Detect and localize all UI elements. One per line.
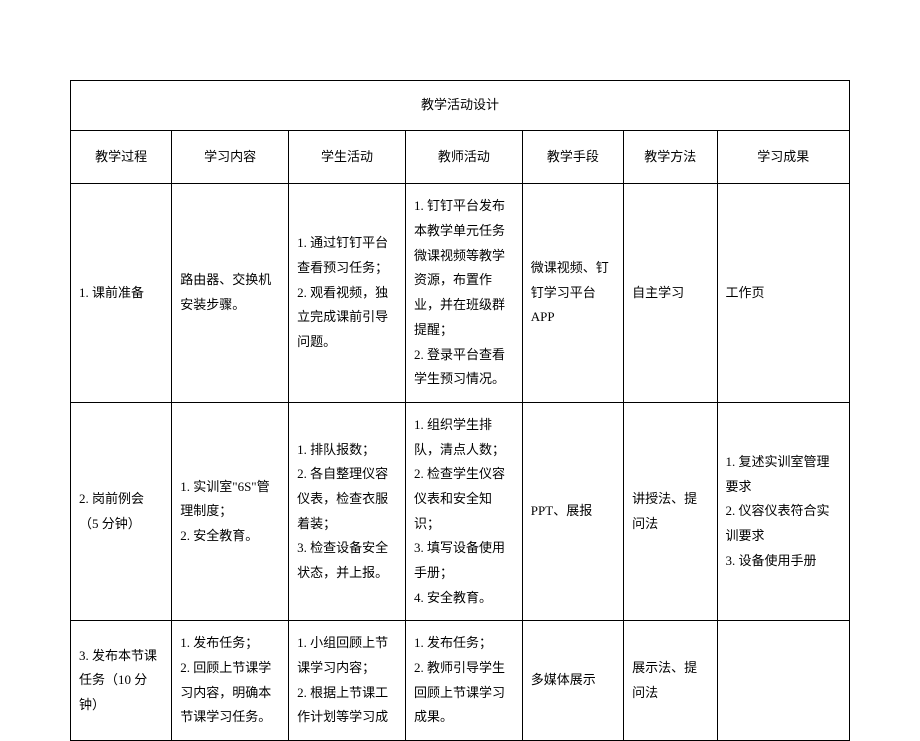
cell-means: 微课视频、钉钉学习平台 APP xyxy=(522,184,623,403)
cell-outcome: 1. 复述实训室管理要求2. 仪容仪表符合实训要求3. 设备使用手册 xyxy=(717,402,849,621)
cell-process: 1. 课前准备 xyxy=(71,184,172,403)
table-row: 1. 课前准备 路由器、交换机安装步骤。 1. 通过钉钉平台查看预习任务；2. … xyxy=(71,184,850,403)
cell-teacher: 1. 组织学生排队，清点人数；2. 检查学生仪容仪表和安全知识；3. 填写设备使… xyxy=(405,402,522,621)
cell-outcome xyxy=(717,621,849,741)
cell-student: 1. 通过钉钉平台查看预习任务；2. 观看视频，独立完成课前引导问题。 xyxy=(289,184,406,403)
cell-method: 展示法、提问法 xyxy=(624,621,717,741)
cell-teacher: 1. 钉钉平台发布本教学单元任务微课视频等教学资源，布置作业，并在班级群提醒；2… xyxy=(405,184,522,403)
cell-method: 讲授法、提问法 xyxy=(624,402,717,621)
header-student: 学生活动 xyxy=(289,130,406,184)
cell-means: PPT、展报 xyxy=(522,402,623,621)
header-teacher: 教师活动 xyxy=(405,130,522,184)
cell-teacher: 1. 发布任务；2. 教师引导学生回顾上节课学习成果。 xyxy=(405,621,522,741)
header-method: 教学方法 xyxy=(624,130,717,184)
table-row: 3. 发布本节课任务（10 分钟） 1. 发布任务；2. 回顾上节课学习内容，明… xyxy=(71,621,850,741)
header-means: 教学手段 xyxy=(522,130,623,184)
lesson-design-table: 教学活动设计 教学过程 学习内容 学生活动 教师活动 教学手段 教学方法 学习成… xyxy=(70,80,850,741)
cell-process: 2. 岗前例会（5 分钟） xyxy=(71,402,172,621)
header-row: 教学过程 学习内容 学生活动 教师活动 教学手段 教学方法 学习成果 xyxy=(71,130,850,184)
header-content: 学习内容 xyxy=(172,130,289,184)
cell-content: 1. 发布任务；2. 回顾上节课学习内容，明确本节课学习任务。 xyxy=(172,621,289,741)
cell-content: 路由器、交换机安装步骤。 xyxy=(172,184,289,403)
cell-student: 1. 排队报数；2. 各自整理仪容仪表，检查衣服着装；3. 检查设备安全状态，并… xyxy=(289,402,406,621)
cell-method: 自主学习 xyxy=(624,184,717,403)
table-row: 2. 岗前例会（5 分钟） 1. 实训室"6S"管理制度；2. 安全教育。 1.… xyxy=(71,402,850,621)
cell-process: 3. 发布本节课任务（10 分钟） xyxy=(71,621,172,741)
cell-content: 1. 实训室"6S"管理制度；2. 安全教育。 xyxy=(172,402,289,621)
header-outcome: 学习成果 xyxy=(717,130,849,184)
title-row: 教学活动设计 xyxy=(71,81,850,131)
table-title: 教学活动设计 xyxy=(71,81,850,131)
cell-outcome: 工作页 xyxy=(717,184,849,403)
header-process: 教学过程 xyxy=(71,130,172,184)
cell-means: 多媒体展示 xyxy=(522,621,623,741)
cell-student: 1. 小组回顾上节课学习内容；2. 根据上节课工作计划等学习成 xyxy=(289,621,406,741)
